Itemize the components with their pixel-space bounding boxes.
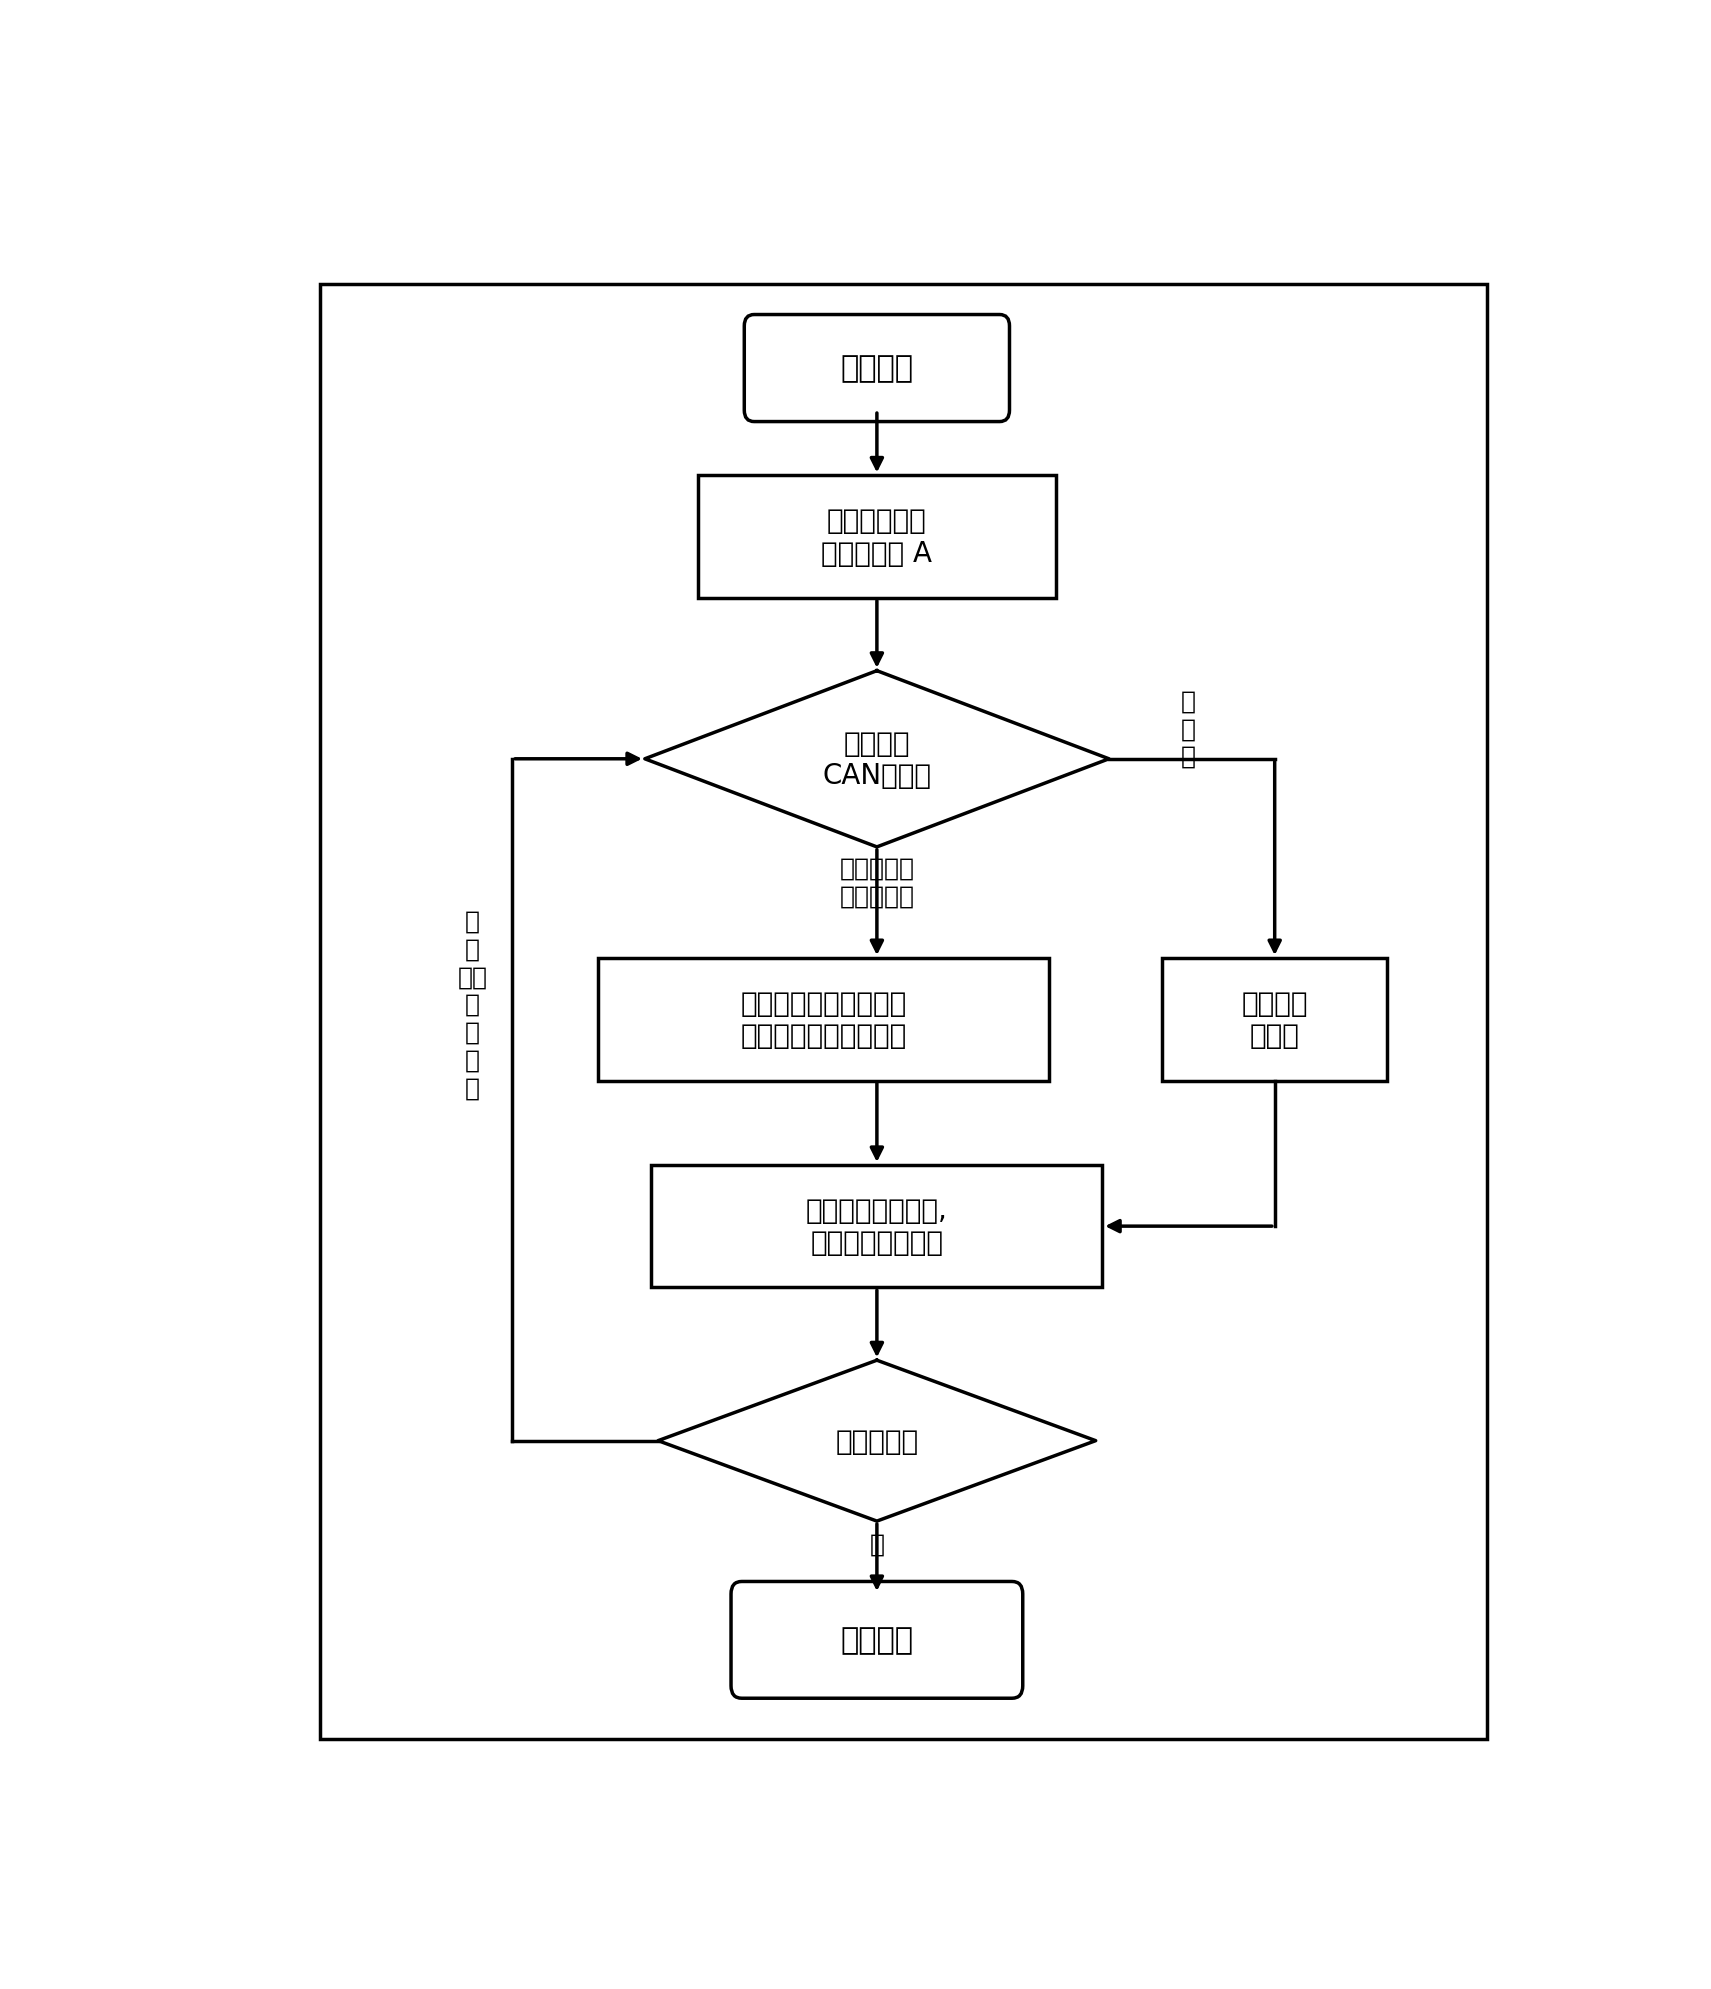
- Text: 开始运行: 开始运行: [840, 1625, 914, 1655]
- Bar: [320, 284, 1487, 1740]
- Text: 主机发出控制信息,
从机根据指示动作: 主机发出控制信息, 从机根据指示动作: [806, 1195, 948, 1257]
- Text: 无: 无: [869, 1532, 885, 1555]
- Text: 有
故
障，
释
放
总
线: 有 故 障， 释 放 总 线: [457, 909, 488, 1100]
- Polygon shape: [645, 672, 1109, 847]
- Text: 启动搜索
CAN上信息: 启动搜索 CAN上信息: [823, 730, 931, 790]
- FancyBboxPatch shape: [744, 316, 1009, 422]
- Text: 自动设置
为从机: 自动设置 为从机: [1242, 991, 1307, 1050]
- Text: 最先占用总线的系统为
主机，其他自动为从机: 最先占用总线的系统为 主机，其他自动为从机: [741, 991, 907, 1050]
- Text: 是否有故障: 是否有故障: [835, 1426, 919, 1454]
- Bar: [698, 475, 1056, 599]
- Bar: [599, 959, 1049, 1082]
- Text: 有
信
息: 有 信 息: [1181, 688, 1196, 768]
- Bar: [652, 1166, 1102, 1287]
- Polygon shape: [659, 1360, 1095, 1522]
- Text: 定义首先得电
的为逆变器 A: 定义首先得电 的为逆变器 A: [821, 507, 932, 567]
- FancyBboxPatch shape: [731, 1581, 1023, 1699]
- Text: 在规定时间
内没有信息: 在规定时间 内没有信息: [840, 855, 914, 907]
- Text: 系统上电: 系统上电: [840, 354, 914, 384]
- Bar: [1162, 959, 1388, 1082]
